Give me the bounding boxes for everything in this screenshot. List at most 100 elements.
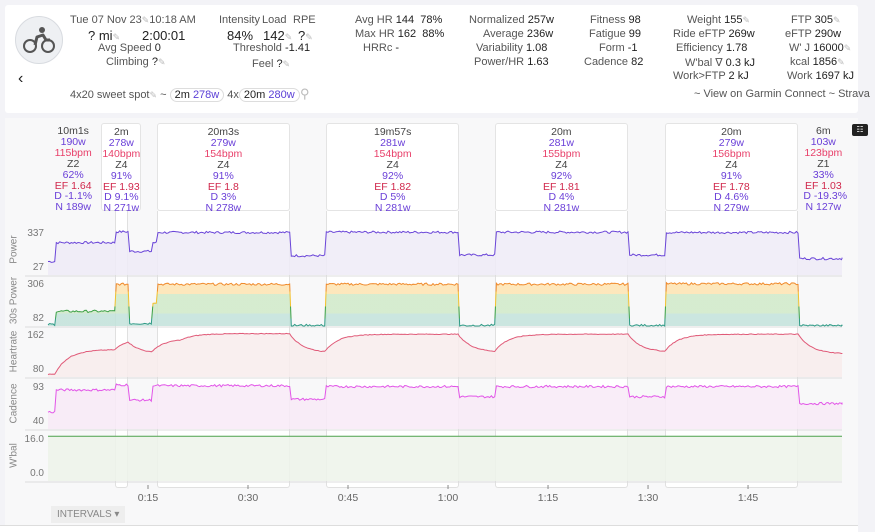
interval-pct: 91% xyxy=(110,169,132,182)
interval-dur: 20m xyxy=(721,126,742,138)
interval-pct: 62% xyxy=(62,168,84,181)
edit-icon[interactable]: ✎ xyxy=(282,59,291,69)
interval-n: N 279w xyxy=(713,202,750,215)
interval-card[interactable]: 20m3s 279w 154bpm Z4 91% EF 1.8 D 3% N 278w xyxy=(156,123,290,214)
search-icon[interactable]: ⚲ xyxy=(300,86,310,101)
interval-zone: Z4 xyxy=(115,158,128,171)
max-hr: Max HR 162 88% xyxy=(355,28,445,40)
notes-icon[interactable]: ☷ xyxy=(852,124,868,136)
interval-n: N 271w xyxy=(103,202,140,215)
interval-chip[interactable]: 20m 280w xyxy=(238,88,300,102)
interval-card[interactable]: 20m 279w 156bpm Z4 91% EF 1.78 D 4.6% N 279w xyxy=(664,123,799,215)
interval-d: D 3% xyxy=(210,191,237,204)
interval-ef: EF 1.03 xyxy=(804,179,842,192)
interval-card[interactable]: 19m57s 281w 154bpm Z4 92% EF 1.82 D 5% N 281w xyxy=(326,123,460,215)
interval-card[interactable]: 10m1s 190w 115bpm Z2 62% EF 1.64 D -1.1% N 189w xyxy=(48,123,98,213)
y-tick-label: 337 xyxy=(27,228,44,239)
interval-w: 190w xyxy=(60,135,86,148)
edit-icon[interactable]: ✎ xyxy=(284,32,293,42)
x-tick-label: 1:45 xyxy=(737,492,759,504)
intensity-label: Intensity xyxy=(219,14,260,26)
cadence: Cadence 82 xyxy=(584,56,644,68)
interval-pct: 91% xyxy=(212,169,234,182)
y-tick-label: 306 xyxy=(27,279,44,290)
x-tick-label: 0:30 xyxy=(237,492,259,504)
back-button[interactable]: ‹ xyxy=(18,70,24,87)
30s-power-area xyxy=(48,282,842,326)
interval-ef: EF 1.81 xyxy=(542,180,580,193)
variability: Variability 1.08 xyxy=(476,42,548,54)
interval-ef: EF 1.82 xyxy=(374,180,412,193)
kcal[interactable]: kcal 1856✎ xyxy=(790,56,845,68)
y-tick-label: 93 xyxy=(32,382,44,393)
activity-date[interactable]: Tue 07 Nov 23✎10:18 AM xyxy=(70,14,196,26)
ftp[interactable]: FTP 305✎ xyxy=(791,14,841,26)
w-bal-area xyxy=(48,436,842,481)
external-links[interactable]: ~ View on Garmin Connect ~ Strava xyxy=(694,88,870,100)
interval-dur: 20m3s xyxy=(207,126,240,138)
interval-card[interactable]: 6m 103w 123bpm Z1 33% EF 1.03 D -19.3% N 127w xyxy=(803,123,848,213)
edit-icon[interactable]: ✎ xyxy=(843,43,852,53)
interval-ef: EF 1.64 xyxy=(54,179,92,192)
climbing[interactable]: Climbing ?✎ xyxy=(106,56,166,68)
interval-n: N 281w xyxy=(374,202,411,215)
interval-pct: 92% xyxy=(382,169,404,182)
interval-zone: Z4 xyxy=(725,158,738,171)
interval-bpm: 154bpm xyxy=(204,147,243,160)
x-tick-label: 1:15 xyxy=(537,492,559,504)
edit-icon[interactable]: ✎ xyxy=(305,32,313,42)
y-tick-label: 162 xyxy=(27,330,44,341)
weight[interactable]: Weight 155✎ xyxy=(687,14,751,26)
interval-card[interactable]: 2m 278w 140bpm Z4 91% EF 1.93 D 9.1% N 271w xyxy=(101,123,142,215)
w-prime[interactable]: W' J 16000✎ xyxy=(789,42,852,54)
cadence-line xyxy=(47,383,843,414)
interval-w: 103w xyxy=(810,135,836,148)
duration: 2:00:01 xyxy=(142,28,186,43)
interval-ef: EF 1.78 xyxy=(712,180,750,193)
interval-d: D 9.1% xyxy=(104,191,139,204)
interval-d: D 4.6% xyxy=(714,191,749,204)
distance[interactable]: ? mi✎ xyxy=(88,28,121,43)
intervals-dropdown[interactable]: INTERVALS ▾ xyxy=(51,506,126,523)
interval-ef: EF 1.8 xyxy=(207,180,239,193)
edit-icon[interactable]: ✎ xyxy=(157,57,166,67)
interval-zone: Z1 xyxy=(817,157,830,170)
efficiency: Efficiency 1.78 xyxy=(676,42,748,54)
30s-power-line xyxy=(47,281,843,327)
edit-icon[interactable]: ✎ xyxy=(837,57,845,67)
normalized-power: Normalized 257w xyxy=(469,14,554,26)
interval-pct: 33% xyxy=(812,168,834,181)
work: Work 1697 kJ xyxy=(787,70,855,82)
interval-chip[interactable]: 2m 278w xyxy=(169,88,225,102)
cadence-area xyxy=(48,384,842,429)
feel[interactable]: Feel ?✎ xyxy=(252,58,291,70)
load-value[interactable]: 142✎ xyxy=(263,28,293,43)
form: Form -1 xyxy=(599,42,638,54)
workout-name[interactable]: 4x20 sweet spot✎ ~ 2m 278w 4x 20m 280w xyxy=(70,88,300,102)
edit-icon[interactable]: ✎ xyxy=(742,15,751,25)
interval-card[interactable]: 20m 281w 155bpm Z4 92% EF 1.81 D 4% N 281w xyxy=(494,123,629,214)
interval-zone: Z4 xyxy=(217,158,230,171)
interval-bpm: 155bpm xyxy=(542,147,581,160)
interval-dur: 20m xyxy=(551,126,572,138)
x-tick-label: 1:00 xyxy=(437,492,459,504)
edit-icon[interactable]: ✎ xyxy=(141,15,150,25)
interval-bpm: 154bpm xyxy=(373,147,412,160)
interval-w: 281w xyxy=(380,136,406,149)
interval-zone: Z4 xyxy=(386,158,399,171)
y-tick-label: 27 xyxy=(32,262,44,273)
power-line xyxy=(47,230,843,263)
interval-bpm: 115bpm xyxy=(54,146,92,159)
hrrc: HRRc - xyxy=(363,42,400,54)
y-tick-label: 82 xyxy=(32,313,44,324)
interval-w: 278w xyxy=(108,136,134,149)
interval-bpm: 123bpm xyxy=(804,146,843,159)
edit-icon[interactable]: ✎ xyxy=(112,32,121,42)
interval-d: D -19.3% xyxy=(803,190,848,203)
edit-icon[interactable]: ✎ xyxy=(833,15,841,25)
rpe-value[interactable]: ?✎ xyxy=(298,28,313,43)
interval-bpm: 140bpm xyxy=(102,147,141,160)
activity-summary-card xyxy=(5,5,858,113)
edit-icon[interactable]: ✎ xyxy=(149,90,158,100)
